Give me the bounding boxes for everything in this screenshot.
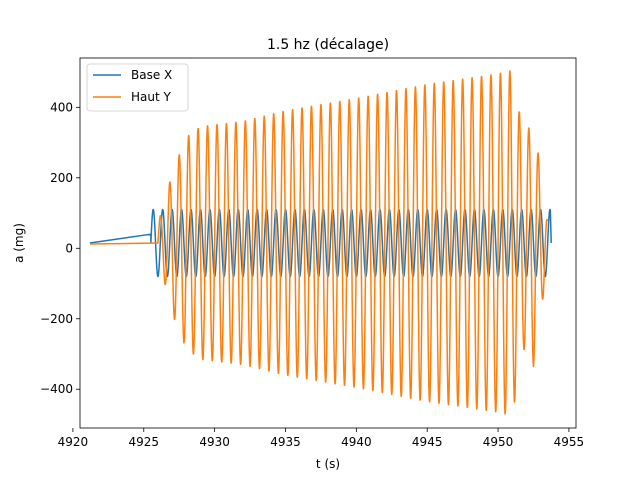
series-layer [89, 70, 552, 415]
y-tick-label: 200 [50, 171, 73, 185]
y-tick-label: −200 [40, 312, 73, 326]
legend: Base X Haut Y [86, 63, 189, 112]
x-axis: 4920 4925 4930 4935 4940 4945 4950 4955 [58, 428, 585, 449]
x-tick-label: 4940 [341, 435, 372, 449]
series-line-haut-y [89, 70, 549, 415]
x-tick-label: 4925 [128, 435, 159, 449]
y-axis-label: a (mg) [12, 223, 26, 263]
legend-label-base-x: Base X [131, 68, 172, 82]
y-tick-label: 400 [50, 100, 73, 114]
x-axis-label: t (s) [316, 457, 340, 471]
x-tick-label: 4935 [270, 435, 301, 449]
x-tick-label: 4930 [199, 435, 230, 449]
y-tick-label: 0 [65, 241, 73, 255]
plot-frame [79, 57, 577, 429]
x-tick-label: 4950 [483, 435, 514, 449]
x-tick-label: 4955 [554, 435, 585, 449]
chart-title: 1.5 hz (décalage) [267, 37, 389, 53]
legend-label-haut-y: Haut Y [131, 90, 172, 104]
y-axis: −400 −200 0 200 400 [40, 100, 80, 396]
x-tick-label: 4945 [412, 435, 443, 449]
x-tick-label: 4920 [58, 435, 89, 449]
y-tick-label: −400 [40, 382, 73, 396]
